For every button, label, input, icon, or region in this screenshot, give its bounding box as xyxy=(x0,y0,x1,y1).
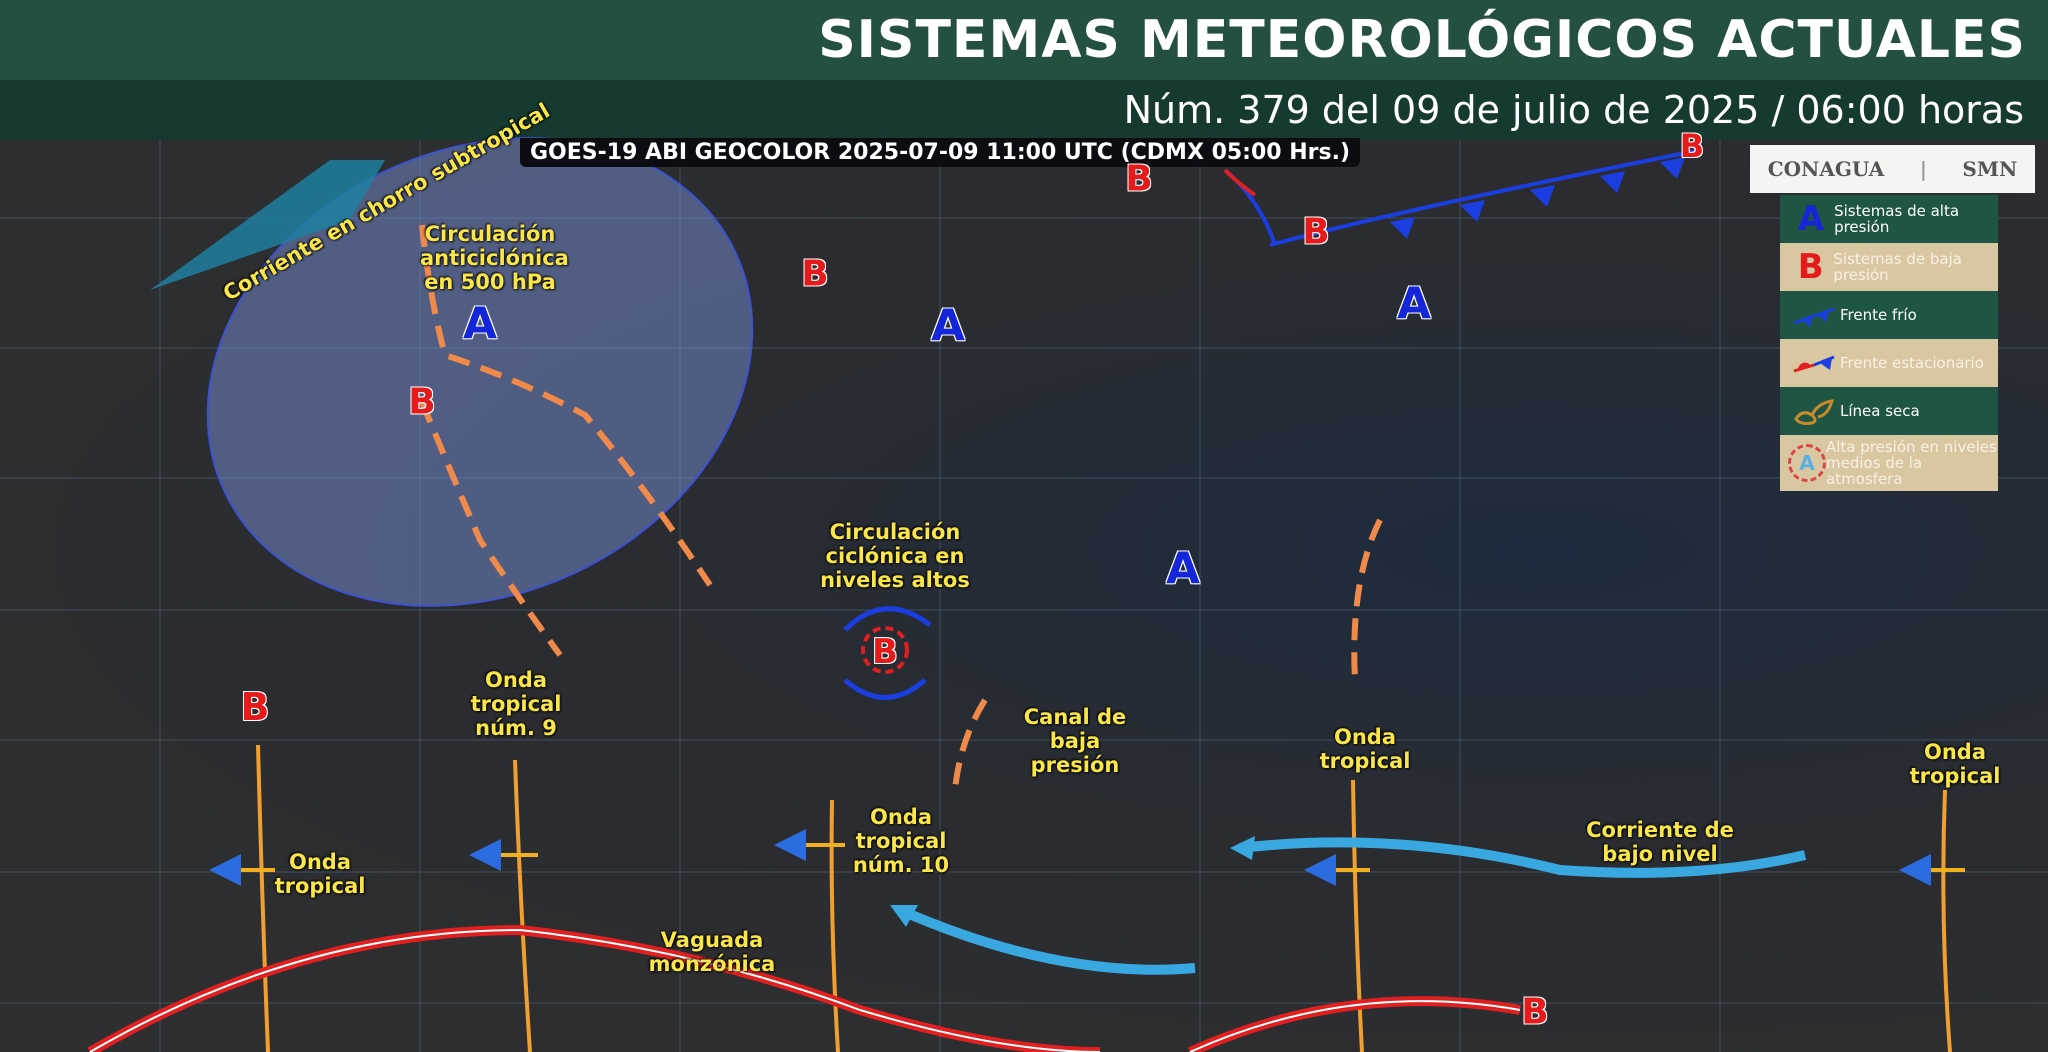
legend-item-mid-level-high: A Alta presión en niveles medios de la at… xyxy=(1780,435,1998,491)
stationary-front xyxy=(1223,168,1257,197)
logo-divider: | xyxy=(1919,157,1927,181)
low-pressure-symbol: B xyxy=(1302,211,1330,253)
high-pressure-symbol: A xyxy=(462,298,498,350)
low-pressure-symbol: B xyxy=(872,632,898,672)
label-wave-east: Onda tropical xyxy=(1909,740,2001,788)
legend-item-stationary-front: Frente estacionario xyxy=(1780,339,1998,387)
page-subtitle: Núm. 379 del 09 de julio de 2025 / 06:00… xyxy=(1123,88,2024,132)
title-bar: SISTEMAS METEOROLÓGICOS ACTUALES xyxy=(0,0,2048,80)
anticyclone-area xyxy=(206,137,754,607)
logo-bar: CONAGUA | SMN xyxy=(1750,145,2035,193)
lat-lon-grid xyxy=(0,140,2048,1052)
label-anticyclonic: Circulación anticiclónica en 500 hPa xyxy=(420,222,569,294)
monsoon-trough-inner xyxy=(89,928,1521,1052)
jet-stream-arrow xyxy=(150,160,385,290)
wave-motion-arrows xyxy=(209,829,1965,886)
low-pressure-icon: B xyxy=(1797,247,1824,287)
label-wave10: Onda tropical núm. 10 xyxy=(852,805,950,877)
legend-item-low: B Sistemas de baja presión xyxy=(1780,243,1998,291)
cold-front-icon xyxy=(1788,303,1840,327)
satellite-map xyxy=(0,140,2048,1052)
mid-level-high-icon: A xyxy=(1788,444,1826,482)
label-trough: Canal de baja presión xyxy=(1023,705,1127,777)
smn-logo: SMN xyxy=(1962,157,2018,181)
tropical-waves xyxy=(256,744,1952,1052)
label-wave9: Onda tropical núm. 9 xyxy=(470,668,562,740)
page-title: SISTEMAS METEOROLÓGICOS ACTUALES xyxy=(818,10,2026,70)
conagua-logo: CONAGUA xyxy=(1767,157,1885,181)
label-wave-center: Onda tropical xyxy=(1319,725,1411,773)
low-pressure-symbol: B xyxy=(1125,158,1153,200)
label-monsoon: Vaguada monzónica xyxy=(648,928,776,976)
high-pressure-symbol: A xyxy=(1165,543,1201,595)
low-pressure-symbol: B xyxy=(408,381,436,423)
high-pressure-icon: A xyxy=(1797,199,1825,239)
low-pressure-symbol: B xyxy=(240,685,270,729)
dry-line-icon xyxy=(1788,397,1840,425)
troughs xyxy=(419,224,1383,791)
legend-item-dry-line: Línea seca xyxy=(1780,387,1998,435)
label-low-level-jet: Corriente de bajo nivel xyxy=(1586,818,1734,866)
legend: A Sistemas de alta presión B Sistemas de b… xyxy=(1780,195,1998,491)
high-pressure-symbol: A xyxy=(1396,278,1432,330)
cold-front-triangles xyxy=(1390,157,1685,239)
low-pressure-symbol: B xyxy=(801,253,829,295)
low-pressure-symbol: B xyxy=(1521,991,1549,1033)
label-cyclonic: Circulación ciclónica en niveles altos xyxy=(820,520,970,592)
high-pressure-symbol: A xyxy=(930,300,966,352)
low-level-jets xyxy=(897,837,1807,975)
cyclonic-circle xyxy=(861,626,909,674)
cyclonic-arrows xyxy=(843,606,932,700)
stationary-front-icon xyxy=(1788,351,1840,375)
satellite-caption: GOES-19 ABI GEOCOLOR 2025-07-09 11:00 UT… xyxy=(520,138,1361,167)
legend-item-cold-front: Frente frío xyxy=(1780,291,1998,339)
label-wave-west: Onda tropical xyxy=(274,850,366,898)
low-pressure-symbol: B xyxy=(1679,127,1705,165)
legend-item-high: A Sistemas de alta presión xyxy=(1780,195,1998,243)
subtitle-bar: Núm. 379 del 09 de julio de 2025 / 06:00… xyxy=(0,80,2048,140)
